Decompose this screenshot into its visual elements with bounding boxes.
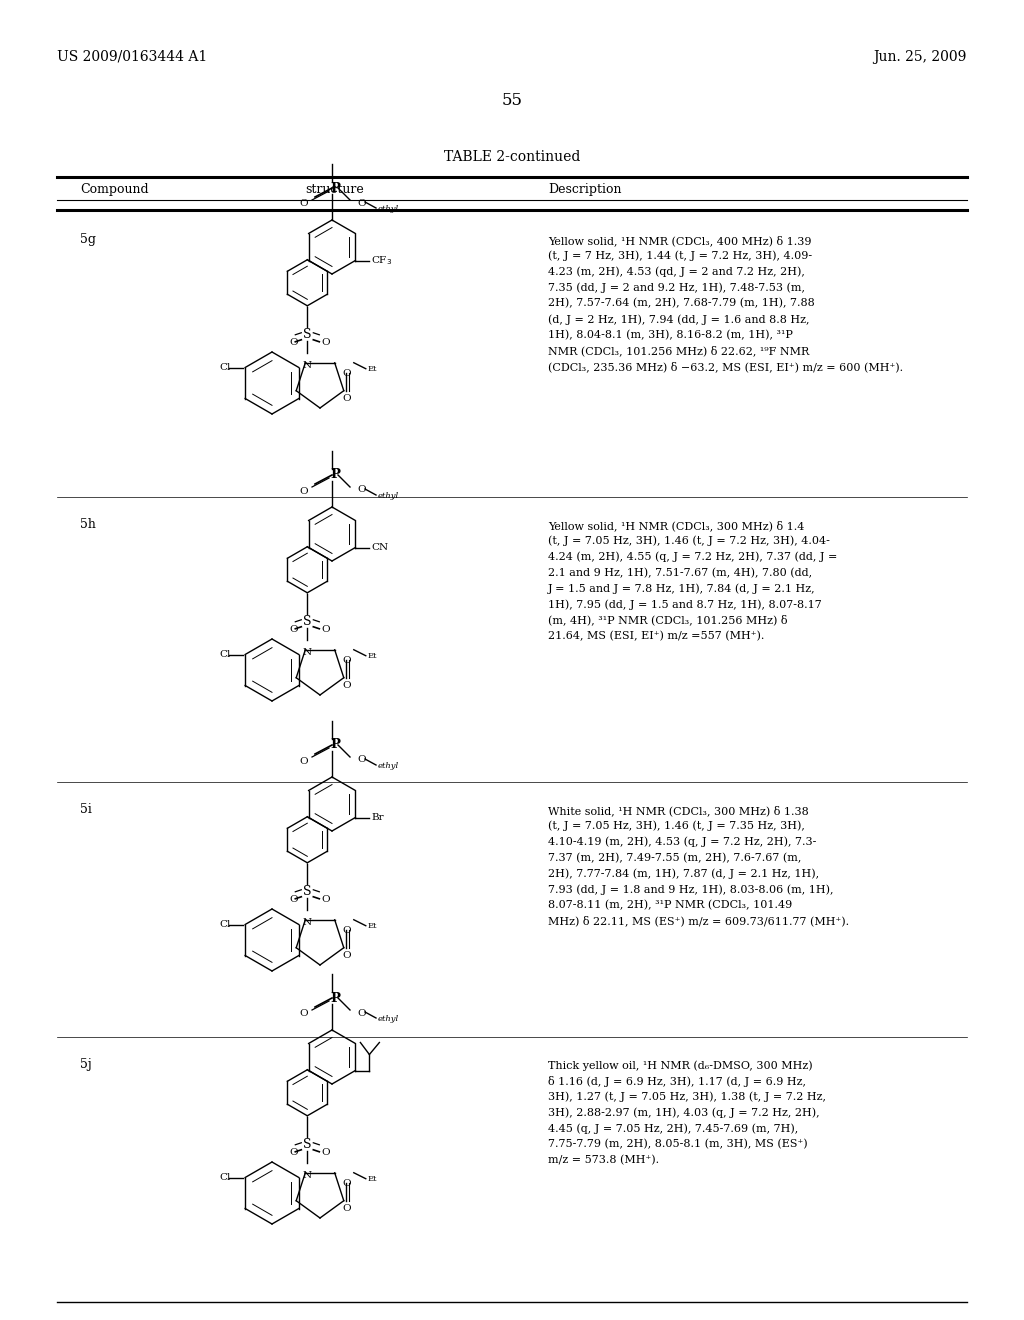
- Text: White solid, ¹H NMR (CDCl₃, 300 MHz) δ 1.38: White solid, ¹H NMR (CDCl₃, 300 MHz) δ 1…: [548, 805, 809, 816]
- Text: O: O: [322, 1148, 330, 1158]
- Text: ethyl: ethyl: [378, 1015, 399, 1023]
- Text: 5i: 5i: [80, 803, 92, 816]
- Text: N: N: [303, 360, 312, 370]
- Text: Et: Et: [368, 1175, 377, 1183]
- Text: 7.35 (dd, J = 2 and 9.2 Hz, 1H), 7.48-7.53 (m,: 7.35 (dd, J = 2 and 9.2 Hz, 1H), 7.48-7.…: [548, 282, 805, 293]
- Text: ethyl: ethyl: [378, 205, 399, 213]
- Text: Et: Et: [368, 364, 377, 372]
- Text: (t, J = 7.05 Hz, 3H), 1.46 (t, J = 7.35 Hz, 3H),: (t, J = 7.05 Hz, 3H), 1.46 (t, J = 7.35 …: [548, 821, 805, 832]
- Text: O: O: [322, 338, 330, 347]
- Text: O: O: [342, 368, 351, 378]
- Text: S: S: [303, 615, 311, 628]
- Text: Cl: Cl: [219, 363, 230, 372]
- Text: Et: Et: [368, 652, 377, 660]
- Text: ethyl: ethyl: [378, 492, 399, 500]
- Text: 3H), 1.27 (t, J = 7.05 Hz, 3H), 1.38 (t, J = 7.2 Hz,: 3H), 1.27 (t, J = 7.05 Hz, 3H), 1.38 (t,…: [548, 1092, 826, 1102]
- Text: O: O: [357, 1008, 366, 1018]
- Text: structure: structure: [305, 183, 364, 195]
- Text: 7.37 (m, 2H), 7.49-7.55 (m, 2H), 7.6-7.67 (m,: 7.37 (m, 2H), 7.49-7.55 (m, 2H), 7.6-7.6…: [548, 853, 802, 863]
- Text: 55: 55: [502, 92, 522, 110]
- Text: 3H), 2.88-2.97 (m, 1H), 4.03 (q, J = 7.2 Hz, 2H),: 3H), 2.88-2.97 (m, 1H), 4.03 (q, J = 7.2…: [548, 1107, 819, 1118]
- Text: CF$_3$: CF$_3$: [372, 253, 392, 267]
- Text: N: N: [303, 648, 312, 657]
- Text: O: O: [300, 487, 308, 495]
- Text: CN: CN: [372, 543, 388, 552]
- Text: P: P: [330, 991, 340, 1005]
- Text: P: P: [330, 738, 340, 751]
- Text: US 2009/0163444 A1: US 2009/0163444 A1: [57, 50, 207, 63]
- Text: 5j: 5j: [80, 1059, 92, 1071]
- Text: Yellow solid, ¹H NMR (CDCl₃, 300 MHz) δ 1.4: Yellow solid, ¹H NMR (CDCl₃, 300 MHz) δ …: [548, 520, 805, 531]
- Text: 1H), 8.04-8.1 (m, 3H), 8.16-8.2 (m, 1H), ³¹P: 1H), 8.04-8.1 (m, 3H), 8.16-8.2 (m, 1H),…: [548, 330, 793, 341]
- Text: 4.23 (m, 2H), 4.53 (qd, J = 2 and 7.2 Hz, 2H),: 4.23 (m, 2H), 4.53 (qd, J = 2 and 7.2 Hz…: [548, 267, 805, 277]
- Text: (m, 4H), ³¹P NMR (CDCl₃, 101.256 MHz) δ: (m, 4H), ³¹P NMR (CDCl₃, 101.256 MHz) δ: [548, 615, 787, 626]
- Text: 4.45 (q, J = 7.05 Hz, 2H), 7.45-7.69 (m, 7H),: 4.45 (q, J = 7.05 Hz, 2H), 7.45-7.69 (m,…: [548, 1123, 799, 1134]
- Text: 1H), 7.95 (dd, J = 1.5 and 8.7 Hz, 1H), 8.07-8.17: 1H), 7.95 (dd, J = 1.5 and 8.7 Hz, 1H), …: [548, 599, 821, 610]
- Text: O: O: [300, 1010, 308, 1019]
- Text: 21.64, MS (ESI, EI⁺) m/z =557 (MH⁺).: 21.64, MS (ESI, EI⁺) m/z =557 (MH⁺).: [548, 631, 764, 642]
- Text: NMR (CDCl₃, 101.256 MHz) δ 22.62, ¹⁹F NMR: NMR (CDCl₃, 101.256 MHz) δ 22.62, ¹⁹F NM…: [548, 346, 809, 356]
- Text: 5g: 5g: [80, 234, 96, 246]
- Text: O: O: [290, 626, 298, 635]
- Text: ethyl: ethyl: [378, 762, 399, 770]
- Text: Compound: Compound: [80, 183, 148, 195]
- Text: S: S: [303, 329, 311, 342]
- Text: O: O: [290, 895, 298, 904]
- Text: (t, J = 7.05 Hz, 3H), 1.46 (t, J = 7.2 Hz, 3H), 4.04-: (t, J = 7.05 Hz, 3H), 1.46 (t, J = 7.2 H…: [548, 536, 829, 546]
- Text: Cl: Cl: [219, 920, 230, 929]
- Text: MHz) δ 22.11, MS (ES⁺) m/z = 609.73/611.77 (MH⁺).: MHz) δ 22.11, MS (ES⁺) m/z = 609.73/611.…: [548, 916, 849, 927]
- Text: N: N: [303, 917, 312, 927]
- Text: O: O: [342, 952, 351, 960]
- Text: Description: Description: [548, 183, 622, 195]
- Text: O: O: [290, 338, 298, 347]
- Text: TABLE 2-continued: TABLE 2-continued: [443, 150, 581, 164]
- Text: O: O: [342, 395, 351, 403]
- Text: O: O: [342, 681, 351, 690]
- Text: O: O: [342, 1179, 351, 1188]
- Text: O: O: [300, 199, 308, 209]
- Text: O: O: [300, 756, 308, 766]
- Text: (CDCl₃, 235.36 MHz) δ −63.2, MS (ESI, EI⁺) m/z = 600 (MH⁺).: (CDCl₃, 235.36 MHz) δ −63.2, MS (ESI, EI…: [548, 362, 903, 372]
- Text: O: O: [342, 656, 351, 665]
- Text: 7.93 (dd, J = 1.8 and 9 Hz, 1H), 8.03-8.06 (m, 1H),: 7.93 (dd, J = 1.8 and 9 Hz, 1H), 8.03-8.…: [548, 884, 834, 895]
- Text: δ 1.16 (d, J = 6.9 Hz, 3H), 1.17 (d, J = 6.9 Hz,: δ 1.16 (d, J = 6.9 Hz, 3H), 1.17 (d, J =…: [548, 1076, 806, 1086]
- Text: Yellow solid, ¹H NMR (CDCl₃, 400 MHz) δ 1.39: Yellow solid, ¹H NMR (CDCl₃, 400 MHz) δ …: [548, 235, 811, 246]
- Text: Cl: Cl: [219, 649, 230, 659]
- Text: S: S: [303, 886, 311, 899]
- Text: (t, J = 7 Hz, 3H), 1.44 (t, J = 7.2 Hz, 3H), 4.09-: (t, J = 7 Hz, 3H), 1.44 (t, J = 7.2 Hz, …: [548, 251, 812, 261]
- Text: 2.1 and 9 Hz, 1H), 7.51-7.67 (m, 4H), 7.80 (dd,: 2.1 and 9 Hz, 1H), 7.51-7.67 (m, 4H), 7.…: [548, 568, 812, 578]
- Text: O: O: [342, 925, 351, 935]
- Text: m/z = 573.8 (MH⁺).: m/z = 573.8 (MH⁺).: [548, 1155, 659, 1166]
- Text: O: O: [357, 755, 366, 764]
- Text: 4.24 (m, 2H), 4.55 (q, J = 7.2 Hz, 2H), 7.37 (dd, J =: 4.24 (m, 2H), 4.55 (q, J = 7.2 Hz, 2H), …: [548, 552, 838, 562]
- Text: Br: Br: [372, 813, 384, 822]
- Text: P: P: [330, 181, 340, 194]
- Text: O: O: [357, 486, 366, 495]
- Text: Et: Et: [368, 921, 377, 929]
- Text: O: O: [357, 198, 366, 207]
- Text: O: O: [322, 626, 330, 635]
- Text: J = 1.5 and J = 7.8 Hz, 1H), 7.84 (d, J = 2.1 Hz,: J = 1.5 and J = 7.8 Hz, 1H), 7.84 (d, J …: [548, 583, 816, 594]
- Text: S: S: [303, 1138, 311, 1151]
- Text: O: O: [290, 1148, 298, 1158]
- Text: 5h: 5h: [80, 517, 96, 531]
- Text: (d, J = 2 Hz, 1H), 7.94 (dd, J = 1.6 and 8.8 Hz,: (d, J = 2 Hz, 1H), 7.94 (dd, J = 1.6 and…: [548, 314, 810, 325]
- Text: P: P: [330, 469, 340, 482]
- Text: 8.07-8.11 (m, 2H), ³¹P NMR (CDCl₃, 101.49: 8.07-8.11 (m, 2H), ³¹P NMR (CDCl₃, 101.4…: [548, 900, 793, 911]
- Text: 7.75-7.79 (m, 2H), 8.05-8.1 (m, 3H), MS (ES⁺): 7.75-7.79 (m, 2H), 8.05-8.1 (m, 3H), MS …: [548, 1139, 808, 1150]
- Text: 2H), 7.57-7.64 (m, 2H), 7.68-7.79 (m, 1H), 7.88: 2H), 7.57-7.64 (m, 2H), 7.68-7.79 (m, 1H…: [548, 298, 815, 309]
- Text: Cl: Cl: [219, 1173, 230, 1181]
- Text: 2H), 7.77-7.84 (m, 1H), 7.87 (d, J = 2.1 Hz, 1H),: 2H), 7.77-7.84 (m, 1H), 7.87 (d, J = 2.1…: [548, 869, 819, 879]
- Text: O: O: [342, 1204, 351, 1213]
- Text: N: N: [303, 1171, 312, 1180]
- Text: Thick yellow oil, ¹H NMR (d₆-DMSO, 300 MHz): Thick yellow oil, ¹H NMR (d₆-DMSO, 300 M…: [548, 1060, 813, 1071]
- Text: Jun. 25, 2009: Jun. 25, 2009: [873, 50, 967, 63]
- Text: 4.10-4.19 (m, 2H), 4.53 (q, J = 7.2 Hz, 2H), 7.3-: 4.10-4.19 (m, 2H), 4.53 (q, J = 7.2 Hz, …: [548, 837, 816, 847]
- Text: O: O: [322, 895, 330, 904]
